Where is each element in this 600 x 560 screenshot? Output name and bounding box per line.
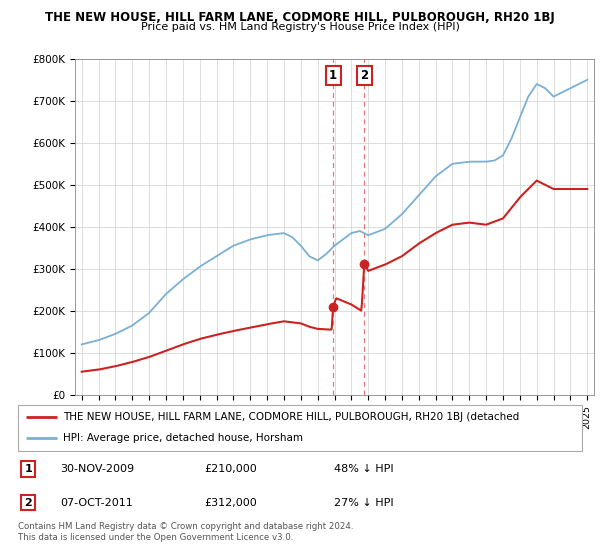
- Text: 2: 2: [360, 69, 368, 82]
- Text: HPI: Average price, detached house, Horsham: HPI: Average price, detached house, Hors…: [63, 433, 303, 444]
- Text: 30-NOV-2009: 30-NOV-2009: [60, 464, 134, 474]
- Text: 2: 2: [24, 497, 32, 507]
- Text: Contains HM Land Registry data © Crown copyright and database right 2024.: Contains HM Land Registry data © Crown c…: [18, 522, 353, 531]
- Text: 07-OCT-2011: 07-OCT-2011: [60, 497, 133, 507]
- Text: 48% ↓ HPI: 48% ↓ HPI: [334, 464, 394, 474]
- Text: £312,000: £312,000: [204, 497, 257, 507]
- Text: 27% ↓ HPI: 27% ↓ HPI: [334, 497, 394, 507]
- Text: £210,000: £210,000: [204, 464, 257, 474]
- FancyBboxPatch shape: [18, 405, 582, 451]
- Text: Price paid vs. HM Land Registry's House Price Index (HPI): Price paid vs. HM Land Registry's House …: [140, 22, 460, 32]
- Text: 1: 1: [329, 69, 337, 82]
- Text: THE NEW HOUSE, HILL FARM LANE, CODMORE HILL, PULBOROUGH, RH20 1BJ: THE NEW HOUSE, HILL FARM LANE, CODMORE H…: [45, 11, 555, 24]
- Text: This data is licensed under the Open Government Licence v3.0.: This data is licensed under the Open Gov…: [18, 533, 293, 542]
- Text: THE NEW HOUSE, HILL FARM LANE, CODMORE HILL, PULBOROUGH, RH20 1BJ (detached: THE NEW HOUSE, HILL FARM LANE, CODMORE H…: [63, 412, 520, 422]
- Text: 1: 1: [24, 464, 32, 474]
